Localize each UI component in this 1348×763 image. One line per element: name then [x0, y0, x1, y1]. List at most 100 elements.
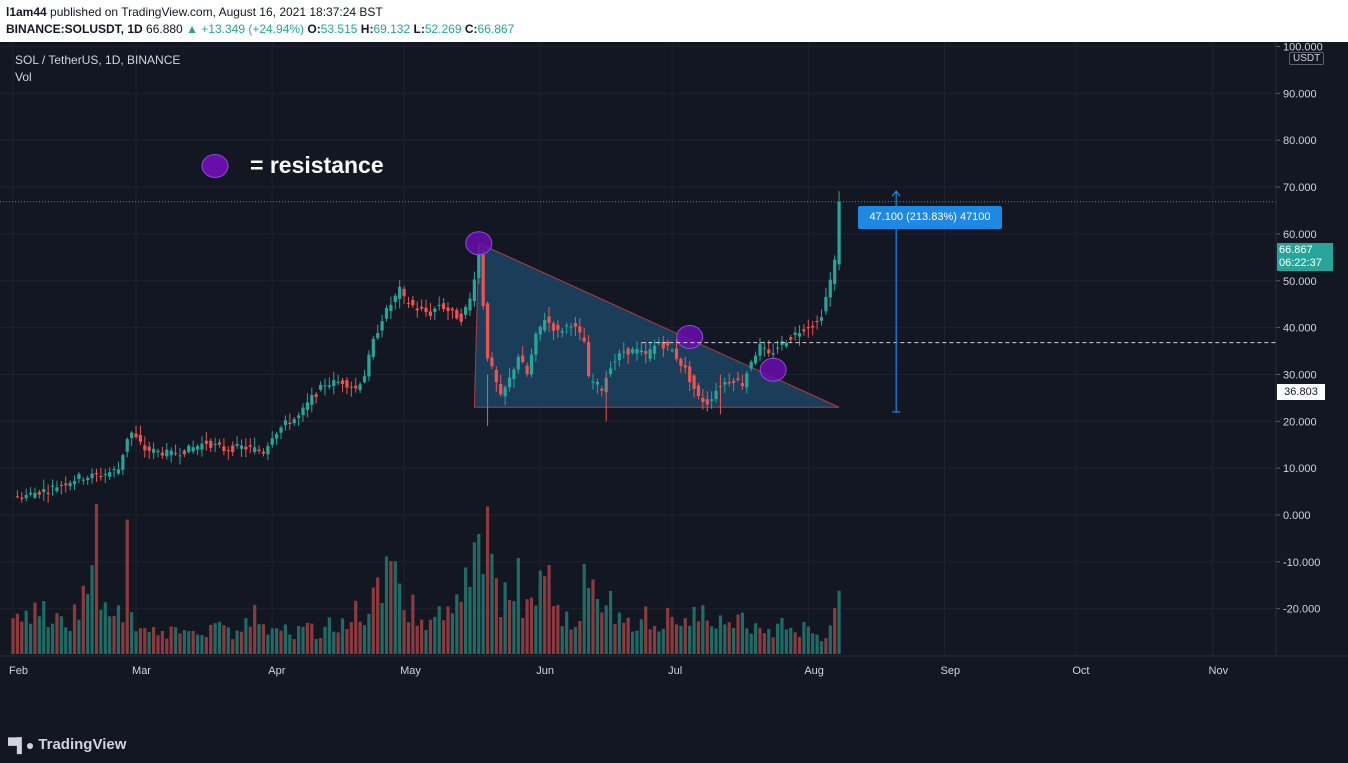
candle-body	[802, 329, 806, 332]
candle	[630, 346, 635, 355]
candle	[187, 444, 191, 454]
y-tick-label: -10.000	[1283, 557, 1320, 569]
candle-body	[551, 323, 556, 331]
volume-bar	[266, 634, 270, 654]
series-legend[interactable]: SOL / TetherUS, 1D, BINANCE	[15, 53, 181, 67]
volume-bar	[591, 579, 595, 654]
candle-body	[688, 366, 692, 383]
measure-label[interactable]: 47.100 (213.83%) 47100	[858, 206, 1002, 229]
candle	[28, 487, 33, 497]
volume-bar	[191, 630, 195, 654]
volume-bar	[630, 631, 635, 654]
candle-body	[494, 369, 498, 383]
candle	[178, 447, 182, 465]
candle	[666, 339, 670, 351]
volume-bar	[648, 629, 652, 654]
candle-body	[195, 446, 200, 450]
candle-body	[398, 286, 402, 299]
candle	[362, 369, 367, 384]
volume-bar	[231, 639, 235, 654]
volume-bar	[112, 615, 116, 654]
volume-bar	[538, 570, 542, 654]
volume-bar	[762, 633, 766, 654]
candle-body	[266, 446, 270, 455]
candle	[59, 480, 63, 495]
candle	[398, 280, 402, 309]
candle	[86, 475, 90, 485]
candle-body	[556, 324, 560, 330]
volume-bar	[463, 567, 468, 654]
author-name[interactable]: l1am44	[6, 5, 47, 19]
candle-body	[152, 448, 156, 453]
resistance-annotation[interactable]: = resistance	[250, 152, 384, 178]
volume-bar	[376, 577, 380, 654]
currency-badge[interactable]: USDT	[1289, 52, 1325, 65]
volume-bar	[688, 625, 692, 654]
candle-body	[222, 446, 226, 451]
candle	[248, 438, 252, 454]
volume-bar	[565, 611, 569, 654]
candle-body	[138, 434, 143, 442]
candle	[490, 352, 494, 370]
volume-bar	[156, 635, 160, 654]
candlesticks[interactable]	[15, 191, 841, 503]
volume-bar	[204, 637, 208, 654]
candle	[77, 472, 81, 484]
candle	[94, 468, 99, 483]
symbol-label[interactable]: BINANCE:SOLUSDT, 1D	[6, 22, 143, 36]
candle-body	[639, 350, 643, 353]
volume-bar	[732, 627, 736, 654]
volume-bar	[749, 633, 753, 654]
candle-body	[455, 309, 459, 319]
candle	[837, 191, 841, 271]
volume-bar	[362, 625, 367, 654]
candle-body	[775, 347, 780, 349]
candle	[411, 296, 415, 308]
candle	[696, 382, 701, 400]
candle-body	[55, 487, 59, 492]
candle-body	[72, 481, 77, 485]
candle-body	[630, 349, 635, 353]
volume-bar	[723, 624, 727, 654]
candle-body	[446, 307, 450, 312]
volume-legend[interactable]: Vol	[15, 70, 32, 84]
volume-bar	[569, 629, 573, 654]
high-label: H:	[360, 22, 374, 36]
candle	[354, 377, 358, 393]
close-label: C:	[464, 22, 478, 36]
candle	[275, 431, 279, 445]
candle	[160, 446, 164, 460]
candle-body	[116, 469, 121, 474]
volume-bar	[780, 618, 784, 654]
candle-body	[376, 333, 380, 339]
volume-bar	[771, 637, 775, 654]
candle-body	[608, 368, 613, 374]
candle-body	[42, 489, 46, 493]
measure-arrowhead	[891, 190, 901, 197]
candle	[670, 347, 674, 353]
candle	[793, 327, 797, 341]
candle-body	[217, 442, 222, 445]
candle-body	[314, 394, 318, 397]
y-tick-label: 30.000	[1283, 369, 1317, 381]
tradingview-logo[interactable]: ▀▌● TradingView	[8, 736, 126, 753]
resistance-markers[interactable]	[465, 231, 787, 382]
candle	[314, 392, 318, 404]
candle	[125, 437, 129, 458]
candle	[727, 373, 731, 387]
volume-bar	[55, 613, 59, 654]
candle	[191, 440, 195, 454]
descending-triangle[interactable]	[473, 242, 840, 408]
candle-body	[490, 357, 494, 367]
candle-body	[402, 288, 406, 297]
candle	[446, 302, 450, 321]
volume-bar	[477, 534, 481, 654]
candle	[15, 490, 19, 499]
candle	[692, 373, 696, 398]
volume-bar	[94, 504, 99, 654]
candle-body	[824, 296, 828, 312]
price-chart[interactable]: 110.000100.00090.00080.00070.00060.00050…	[0, 42, 1348, 732]
volume-bar	[283, 624, 288, 654]
volume-bar	[683, 618, 687, 654]
candle-body	[270, 438, 274, 445]
